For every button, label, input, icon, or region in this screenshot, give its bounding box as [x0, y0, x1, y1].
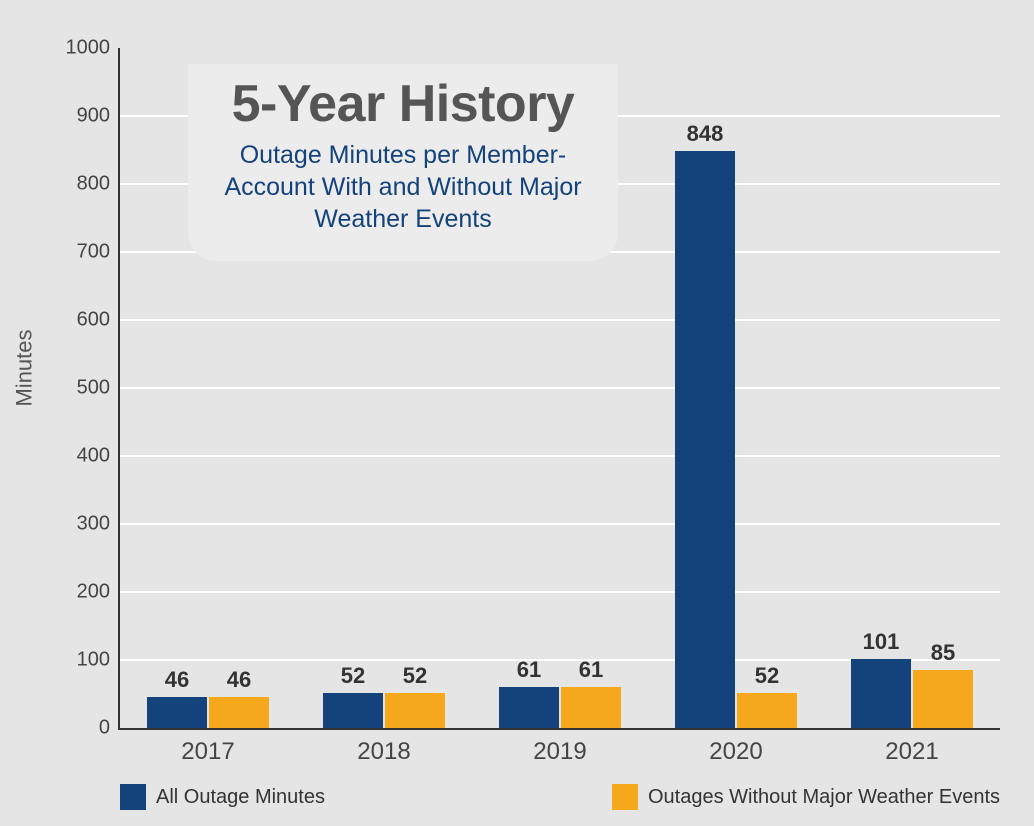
bar: 46 [209, 697, 269, 728]
legend-label-without-weather: Outages Without Major Weather Events [648, 786, 1000, 809]
bar-value-label: 52 [403, 663, 427, 689]
xtick-label: 2019 [533, 738, 586, 766]
chart-title: 5-Year History [208, 78, 598, 131]
ytick-label: 800 [77, 173, 110, 196]
ytick-label: 300 [77, 513, 110, 536]
ytick-label: 700 [77, 241, 110, 264]
ytick-label: 200 [77, 581, 110, 604]
ytick-label: 100 [77, 649, 110, 672]
bar: 61 [561, 687, 621, 728]
bar: 52 [385, 693, 445, 728]
gridline [120, 319, 1000, 321]
ytick-label: 1000 [66, 37, 111, 60]
bar: 52 [323, 693, 383, 728]
xtick-label: 2017 [181, 738, 234, 766]
bar: 848 [675, 151, 735, 728]
gridline [120, 591, 1000, 593]
gridline [120, 523, 1000, 525]
xtick-label: 2021 [885, 738, 938, 766]
title-card: 5-Year History Outage Minutes per Member… [188, 64, 618, 261]
y-axis-title: Minutes [10, 0, 40, 736]
legend-swatch-all-outages [120, 784, 146, 810]
bar: 46 [147, 697, 207, 728]
ytick-label: 600 [77, 309, 110, 332]
chart-container: Minutes 0 100 200 300 400 500 600 700 800 900 1000… [0, 0, 1034, 826]
y-axis-title-text: Minutes [12, 329, 38, 406]
bar-value-label: 46 [227, 667, 251, 693]
ytick-label: 0 [99, 717, 110, 740]
chart-subtitle: Outage Minutes per Member-Account With a… [208, 139, 598, 235]
legend-item-all-outages: All Outage Minutes [120, 784, 325, 810]
legend: All Outage Minutes Outages Without Major… [120, 784, 1000, 810]
bar-value-label: 61 [579, 657, 603, 683]
bar-value-label: 46 [165, 667, 189, 693]
bar-value-label: 61 [517, 657, 541, 683]
legend-swatch-without-weather [612, 784, 638, 810]
gridline [120, 455, 1000, 457]
ytick-label: 400 [77, 445, 110, 468]
bar-value-label: 101 [863, 629, 900, 655]
y-axis-line [118, 48, 120, 730]
legend-item-without-weather: Outages Without Major Weather Events [612, 784, 1000, 810]
bar: 52 [737, 693, 797, 728]
legend-label-all-outages: All Outage Minutes [156, 786, 325, 809]
bar: 101 [851, 659, 911, 728]
bar-value-label: 85 [931, 640, 955, 666]
bar-value-label: 52 [341, 663, 365, 689]
xtick-label: 2020 [709, 738, 762, 766]
bar: 61 [499, 687, 559, 728]
bar-value-label: 52 [755, 663, 779, 689]
ytick-label: 900 [77, 105, 110, 128]
x-axis-line [118, 728, 1000, 730]
xtick-label: 2018 [357, 738, 410, 766]
bar-value-label: 848 [687, 121, 724, 147]
bar: 85 [913, 670, 973, 728]
ytick-label: 500 [77, 377, 110, 400]
gridline [120, 387, 1000, 389]
